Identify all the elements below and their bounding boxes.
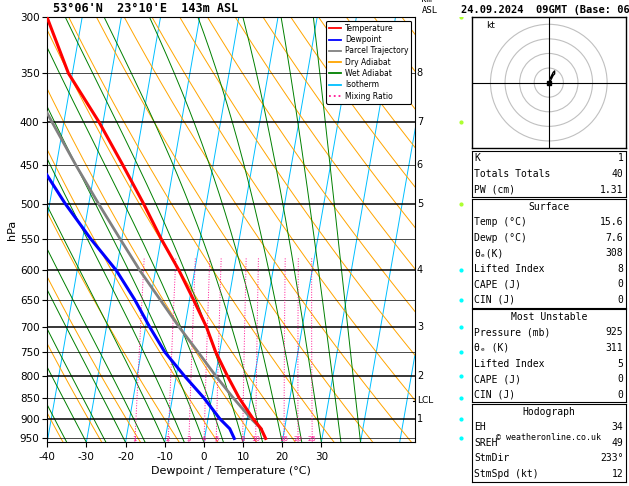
Text: 7: 7	[417, 117, 423, 127]
Text: Hodograph: Hodograph	[522, 407, 576, 417]
Text: 16: 16	[279, 436, 289, 442]
Text: Pressure (mb): Pressure (mb)	[474, 328, 550, 337]
Text: Totals Totals: Totals Totals	[474, 169, 550, 179]
Text: 8: 8	[240, 436, 245, 442]
Text: 25: 25	[308, 436, 316, 442]
Text: 8: 8	[618, 264, 623, 274]
Text: 8: 8	[417, 69, 423, 78]
Text: 34: 34	[611, 422, 623, 432]
Text: K: K	[474, 154, 480, 163]
Text: kt: kt	[486, 21, 495, 31]
Text: CIN (J): CIN (J)	[474, 295, 515, 305]
Text: 24.09.2024  09GMT (Base: 06): 24.09.2024 09GMT (Base: 06)	[461, 4, 629, 15]
Text: 0: 0	[618, 390, 623, 399]
Text: 4: 4	[202, 436, 206, 442]
Text: km
ASL: km ASL	[421, 0, 438, 15]
Text: θₑ(K): θₑ(K)	[474, 248, 504, 258]
Text: Lifted Index: Lifted Index	[474, 359, 545, 368]
Text: 311: 311	[606, 343, 623, 353]
Text: 15.6: 15.6	[600, 217, 623, 227]
Text: 5: 5	[214, 436, 218, 442]
Text: 5: 5	[417, 199, 423, 209]
Text: 53°06'N  23°10'E  143m ASL: 53°06'N 23°10'E 143m ASL	[53, 1, 239, 15]
Text: 6: 6	[417, 160, 423, 170]
Text: © weatheronline.co.uk: © weatheronline.co.uk	[496, 433, 601, 442]
Text: 10: 10	[251, 436, 260, 442]
Text: 49: 49	[611, 438, 623, 448]
Text: Temp (°C): Temp (°C)	[474, 217, 527, 227]
Text: CAPE (J): CAPE (J)	[474, 279, 521, 289]
Text: 40: 40	[611, 169, 623, 179]
Text: 3: 3	[187, 436, 191, 442]
Text: 233°: 233°	[600, 453, 623, 463]
Text: SREH: SREH	[474, 438, 498, 448]
Text: EH: EH	[474, 422, 486, 432]
Text: StmDir: StmDir	[474, 453, 509, 463]
Text: 1: 1	[417, 414, 423, 424]
Text: Lifted Index: Lifted Index	[474, 264, 545, 274]
Text: 0: 0	[618, 295, 623, 305]
Text: 1: 1	[618, 154, 623, 163]
Text: 7.6: 7.6	[606, 233, 623, 243]
X-axis label: Dewpoint / Temperature (°C): Dewpoint / Temperature (°C)	[151, 466, 311, 476]
Text: 20: 20	[294, 436, 303, 442]
Text: 5: 5	[618, 359, 623, 368]
Text: 2: 2	[417, 371, 423, 381]
Text: 925: 925	[606, 328, 623, 337]
Text: StmSpd (kt): StmSpd (kt)	[474, 469, 539, 479]
Text: 308: 308	[606, 248, 623, 258]
Y-axis label: hPa: hPa	[7, 220, 17, 240]
Text: Most Unstable: Most Unstable	[511, 312, 587, 322]
Text: 0: 0	[618, 374, 623, 384]
Text: 2: 2	[166, 436, 170, 442]
Text: θₑ (K): θₑ (K)	[474, 343, 509, 353]
Text: CIN (J): CIN (J)	[474, 390, 515, 399]
Text: PW (cm): PW (cm)	[474, 185, 515, 194]
Text: 12: 12	[611, 469, 623, 479]
Text: 0: 0	[618, 279, 623, 289]
Text: 1: 1	[133, 436, 137, 442]
Text: 4: 4	[417, 265, 423, 276]
Text: 3: 3	[417, 322, 423, 332]
Text: Dewp (°C): Dewp (°C)	[474, 233, 527, 243]
Text: LCL: LCL	[417, 396, 433, 405]
Text: CAPE (J): CAPE (J)	[474, 374, 521, 384]
Legend: Temperature, Dewpoint, Parcel Trajectory, Dry Adiabat, Wet Adiabat, Isotherm, Mi: Temperature, Dewpoint, Parcel Trajectory…	[326, 21, 411, 104]
Text: 1.31: 1.31	[600, 185, 623, 194]
Text: Surface: Surface	[528, 202, 569, 211]
